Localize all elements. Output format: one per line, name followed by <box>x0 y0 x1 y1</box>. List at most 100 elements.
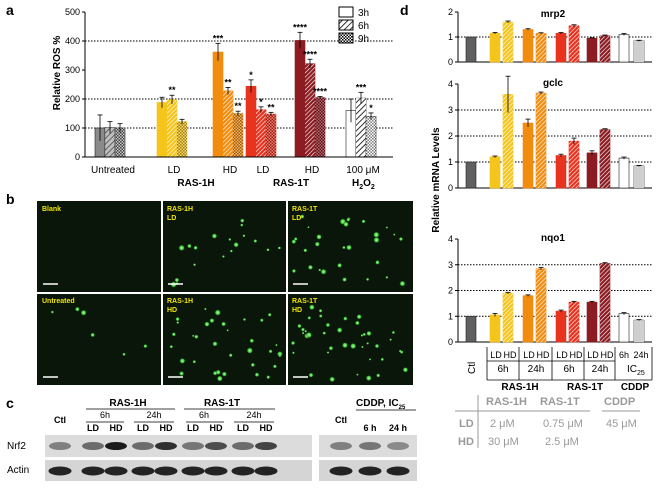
wb-group-cddp: CDDP, IC25 <box>356 398 406 411</box>
panel-label-b: b <box>6 191 15 207</box>
ros-significance-mark: ** <box>224 77 232 87</box>
fluorescent-cell <box>356 313 362 320</box>
h2o2-o: O <box>363 178 371 189</box>
mrna-subplot-nqo1: nqo1 0 1 2 3 4 <box>448 233 652 347</box>
micrograph-label-ras1t-hd-1: RAS-1T <box>292 298 318 305</box>
wb-ctl-label: Ctl <box>54 415 66 425</box>
wb-band-nrf2 <box>155 442 177 450</box>
mrna-bar-hatch <box>536 268 546 342</box>
ros-x-label-ras1h-ld: LD <box>168 165 181 176</box>
fluorescent-cell <box>192 359 197 364</box>
mrna-bar-hatch <box>569 141 579 188</box>
fluorescent-cell <box>229 249 233 253</box>
scale-bars <box>43 283 308 378</box>
fluorescent-cell <box>186 243 192 249</box>
fluorescent-cell <box>329 376 336 383</box>
fluorescent-cell <box>275 343 278 347</box>
fluorescent-cell <box>399 280 406 287</box>
fluorescent-cell <box>402 366 409 373</box>
ros-y-ticks: 0 100 200 300 400 500 <box>65 7 85 162</box>
wb-ld: LD <box>237 423 249 433</box>
micrograph-label-ras1h-ld-1: RAS-1H <box>167 206 193 213</box>
fluorescent-cell <box>74 306 80 312</box>
panel-label-a: a <box>6 2 14 18</box>
fluorescent-cell <box>277 246 282 250</box>
mrna-bar <box>586 37 598 63</box>
mrna-bar-hatch <box>600 263 610 342</box>
mrna-y-tick-label: 3 <box>448 105 453 115</box>
mrna-x-6h: 6h <box>619 350 629 360</box>
mrna-bar-hatch <box>569 302 579 342</box>
legend-label-3h: 3h <box>358 8 369 19</box>
mrna-bar <box>555 310 567 343</box>
ros-significance-mark: * <box>249 70 253 80</box>
wb-bands <box>48 442 410 476</box>
fluorescent-cell <box>169 344 174 349</box>
wb-band-nrf2 <box>205 442 227 450</box>
fluorescent-cell <box>303 248 308 253</box>
mrna-y-tick-label: 0 <box>448 337 453 347</box>
ros-y-tick-label: 100 <box>65 123 80 133</box>
mrna-x-24h: 24h <box>528 364 545 375</box>
fluorescent-cell <box>272 364 278 369</box>
fluorescent-cell <box>341 342 349 349</box>
ros-bar-hatch <box>105 127 115 157</box>
mrna-y-tick-label: 2 <box>448 7 453 17</box>
mrna-subplot-title: mrp2 <box>541 9 566 20</box>
h2o2-h: H <box>352 178 359 189</box>
mrna-y-tick-label: 4 <box>448 234 453 244</box>
mrna-bar <box>489 32 501 63</box>
fluorescent-cell <box>50 310 54 314</box>
wb-band-nrf2 <box>182 442 204 450</box>
dose-col-ras1h: RAS-1H <box>486 396 527 408</box>
wb-band-actin <box>231 466 255 476</box>
mrna-bar-hatch <box>569 25 579 62</box>
wb-band-actin <box>131 466 155 476</box>
wb-band-actin <box>204 466 228 476</box>
fluorescent-cell <box>242 234 246 238</box>
mrna-x-6h: 6h <box>563 364 574 375</box>
micrograph-label-ras1h-hd-1: RAS-1H <box>167 298 193 305</box>
micrograph-grid: Blank RAS-1H LD RAS-1T LD Untreated RAS-… <box>37 201 413 385</box>
mrna-bar <box>465 36 477 63</box>
fluorescent-cell <box>233 241 240 248</box>
ros-legend: 3h 6h 9h <box>338 6 369 45</box>
wb-band-nrf2 <box>387 442 409 450</box>
fluorescent-cell <box>385 275 389 279</box>
fluorescent-cell <box>211 233 218 239</box>
mrna-x-hd: HD <box>570 350 583 360</box>
fluorescent-cell <box>316 233 322 240</box>
fluorescent-cell <box>80 309 87 316</box>
fluorescent-cell <box>343 221 349 228</box>
mrna-x-6h: 6h <box>497 364 508 375</box>
fluorescent-cell <box>314 241 321 247</box>
fluorescent-cells <box>50 214 409 383</box>
ros-significance-mark: * <box>259 97 263 107</box>
fluorescent-cell <box>171 332 177 337</box>
mrna-bar <box>618 157 630 189</box>
fluorescent-cell <box>365 374 372 382</box>
ros-x-label-ras1t-hd: HD <box>305 165 319 176</box>
fluorescent-cell <box>368 358 372 361</box>
micrograph-label-blank: Blank <box>42 206 61 213</box>
fluorescent-cell <box>178 370 185 377</box>
western-blot: RAS-1H RAS-1T CDDP, IC25 Ctl 6h 24h 6h 2… <box>7 398 417 481</box>
fluorescent-cell <box>249 338 255 344</box>
fluorescent-cell <box>246 347 254 354</box>
fluorescent-cell <box>212 341 218 347</box>
fluorescent-cell <box>308 372 314 378</box>
mrna-x-24h: 24h <box>592 364 609 375</box>
fluorescent-cell <box>268 349 273 354</box>
mrna-x-ctl: Ctl <box>467 362 478 374</box>
mrna-bar <box>465 161 477 189</box>
ros-significance-mark: **** <box>313 86 328 96</box>
micrograph-label-ras1h-ld-2: LD <box>167 215 176 222</box>
mrna-x-24h: 24h <box>633 350 648 360</box>
mrna-subplot-title: gclc <box>543 78 563 89</box>
mrna-x-ic-text: IC <box>627 364 637 375</box>
mrna-bar <box>586 301 598 343</box>
ros-bars <box>94 31 377 158</box>
fluorescent-cell <box>305 331 313 339</box>
mrna-bar <box>465 315 477 343</box>
